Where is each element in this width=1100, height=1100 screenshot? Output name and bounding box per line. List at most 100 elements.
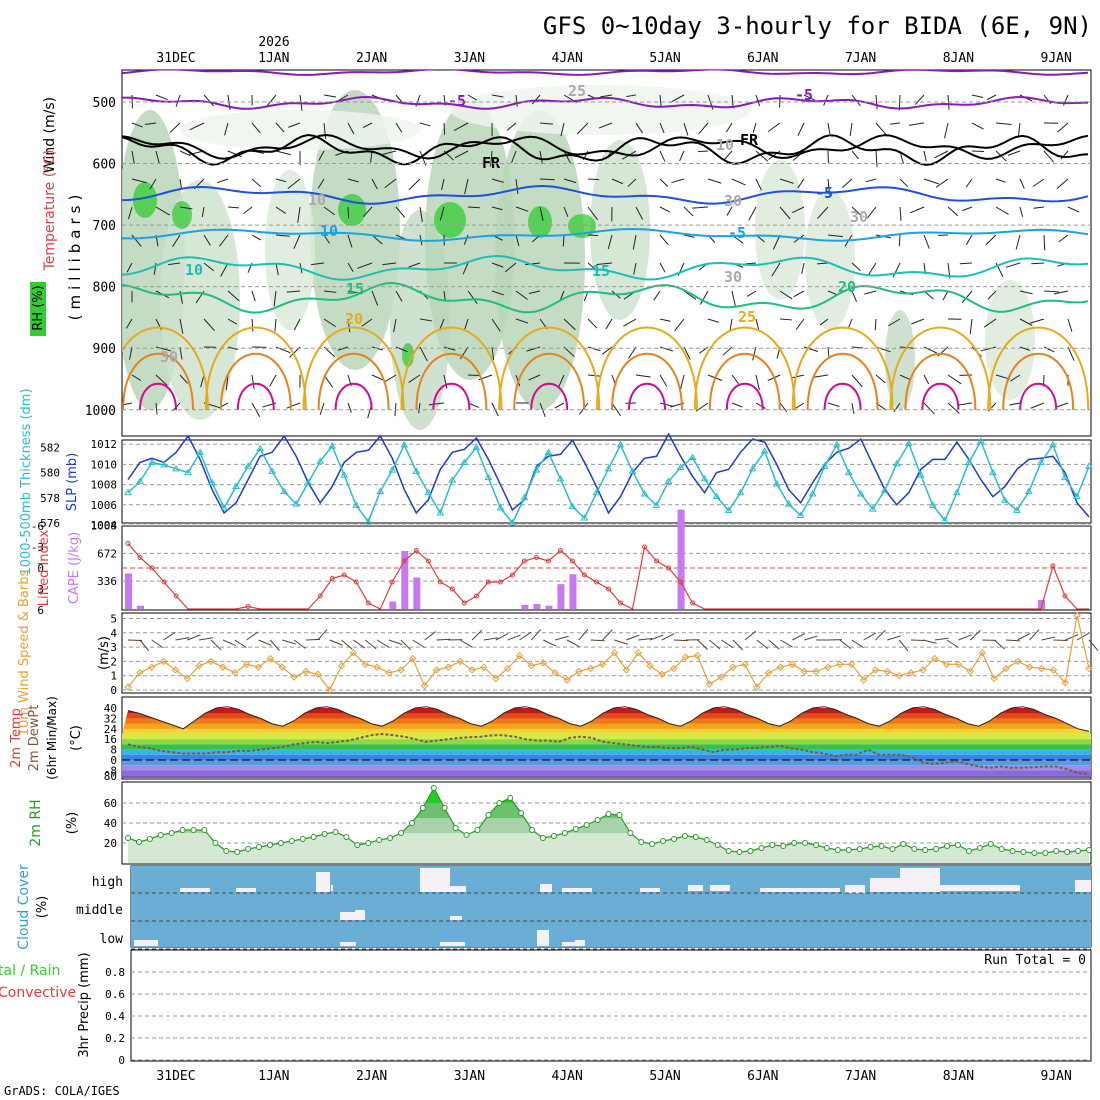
wind-point [990,674,998,683]
wind-barb [323,234,330,244]
wind-point [207,657,215,666]
wind-barb [528,290,541,294]
rh-point [234,849,241,855]
wind-barb [692,206,709,209]
thickness-point [232,482,240,489]
contour-30-loop [122,353,194,411]
wind-barb [347,402,352,413]
wind-barb [528,374,541,381]
surface-wind-barb [400,639,412,651]
thickness-point [388,466,397,473]
rh-point [321,831,328,837]
date-label-top-8: 8JAN [943,51,974,66]
thickness-point [604,464,613,472]
wind-barb [1043,150,1055,163]
wind-barb [515,94,518,107]
cape-bar [533,604,541,609]
wind-barb [251,290,256,302]
wind-point [159,657,168,666]
thickness-point [472,443,481,450]
wind-barb [875,94,878,110]
wind-barb [288,122,301,128]
wind-barb [755,374,760,391]
cloud-tick: middle [76,903,123,918]
wind-barb [752,122,757,133]
wind-point [646,661,654,670]
wind-barb [908,122,925,126]
rh-point [332,829,339,835]
temp-band [122,770,1091,776]
contour-35-loop [628,382,666,411]
wind-point [1037,664,1046,673]
temp-band [122,765,1091,771]
surface-wind-barb [187,634,201,641]
wind-barb [659,318,671,322]
surface-wind-barb [839,639,852,650]
wind-point [290,673,298,681]
wind-barb [792,206,805,214]
thickness-point [964,458,973,466]
thickness-point [532,466,541,473]
rh-point [354,842,361,848]
li-point [557,548,563,553]
wind-point [1049,666,1058,674]
date-label-top-1: 1JAN [258,51,289,66]
wind-barb [864,290,877,295]
thickness-point [208,478,216,486]
cape-tick: 1008 [91,520,118,533]
temp-tick: 40 [104,702,117,715]
rh-point [769,842,776,848]
contour-label-12: 25 [738,308,756,326]
wind-barb [506,122,517,131]
wind-barb [275,150,291,156]
wind-barb [817,206,829,219]
wind-point [1085,664,1093,673]
thickness-point [136,477,144,484]
temp-label: 2m Temp [9,708,24,768]
dewpoint-line [127,732,1090,776]
thickness-point [832,440,841,448]
cloud-block-23 [537,930,549,946]
thickness-point [784,500,793,507]
wind-barb [1019,346,1030,351]
contour-label-11: 20 [345,310,363,328]
surface-wind-barb [471,629,483,641]
rh-point [933,846,940,852]
surface-wind-barb [495,633,509,641]
wind-barb [875,150,878,167]
thickness-point [736,488,745,496]
li-point [161,579,167,585]
surface-wind-barb [638,637,653,641]
surface-wind-barb [519,631,532,641]
rh-point [430,785,437,791]
wind-barb [347,206,350,219]
series-line-1 [127,439,1090,525]
thickness-point [688,453,697,460]
wind-barb [1015,234,1021,250]
wind-barb [216,178,229,184]
wind-barb [467,290,478,304]
wind-point [1002,664,1010,673]
temp-band [122,760,1091,766]
wind-barb [491,318,501,332]
wind-barb [539,178,555,181]
contour-25-loop [400,326,503,411]
wind-barb [563,178,577,184]
wind-point [575,667,583,676]
wind-barb [318,150,325,161]
wind-point [325,686,334,694]
wind-barb [459,346,469,360]
rh-point [157,832,164,838]
wind-barb [362,122,373,129]
wind-barb [172,234,181,247]
wind-point [409,654,417,663]
wind-barb [251,374,255,390]
li-point [533,555,539,560]
cloud-block-19 [450,916,462,920]
wind-barb [1029,318,1045,324]
wind-barb [395,122,403,133]
wind-barb [224,122,229,136]
thickness-point [592,488,601,496]
wind-label: 10m Wind Speed & Barbs [17,570,32,737]
